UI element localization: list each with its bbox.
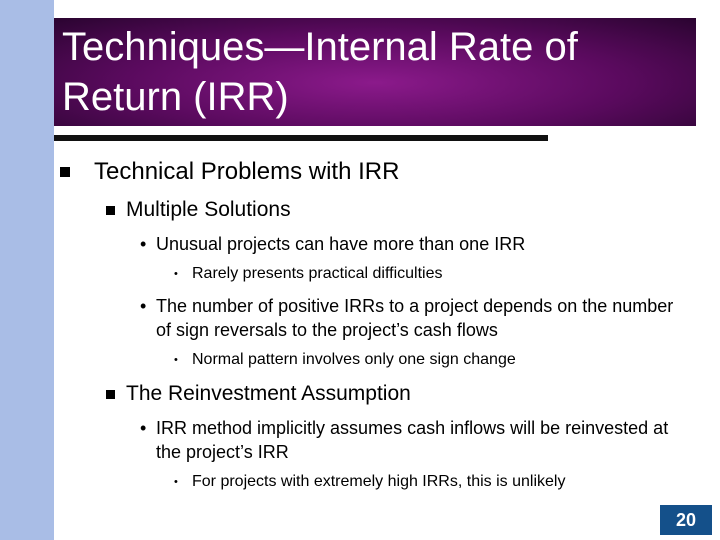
bullet [106,206,115,215]
bullet-item: The Reinvestment Assumption [54,380,694,408]
bullet-item: • Unusual projects can have more than one… [54,232,676,256]
bullet-text: Multiple Solutions [126,198,291,221]
bullet-item: Technical Problems with IRR [54,156,694,188]
left-bar [0,0,54,540]
bullet-text: Technical Problems with IRR [94,158,400,185]
bullet: • [140,296,147,316]
bullet [60,167,70,177]
bullet: • [140,234,147,254]
bullet-text: IRR method implicitly assumes cash inflo… [156,418,669,462]
bullet-text: Rarely presents practical difficulties [192,265,443,282]
bullet: • [174,268,178,280]
bullet-text: For projects with extremely high IRRs, t… [192,473,566,490]
bullet [106,390,115,399]
page-number: 20 [660,505,712,535]
slide-title: Techniques—Internal Rate of Return (IRR) [62,25,578,119]
bullet-item: • Rarely presents practical difficulties [54,262,694,286]
bullet: • [140,418,147,438]
bullet: • [174,476,178,488]
bullet-item: • For projects with extremely high IRRs, … [54,470,694,494]
bullet-item: Multiple Solutions [54,196,694,224]
bullet-item: • Normal pattern involves only one sign c… [54,348,694,372]
bullet-item: • IRR method implicitly assumes cash infl… [54,416,676,464]
title-box [54,18,696,126]
bullet-list: Technical Problems with IRR Multiple Solu… [54,152,694,494]
bullet: • [174,354,178,366]
bullet-text: Unusual projects can have more than one … [156,234,526,254]
bullet-text: Normal pattern involves only one sign ch… [192,351,516,368]
bullet-text: The number of positive IRRs to a project… [156,296,674,340]
bullet-text: The Reinvestment Assumption [126,382,411,405]
title-rule [54,135,548,141]
bullet-item: • The number of positive IRRs to a projec… [54,294,676,342]
